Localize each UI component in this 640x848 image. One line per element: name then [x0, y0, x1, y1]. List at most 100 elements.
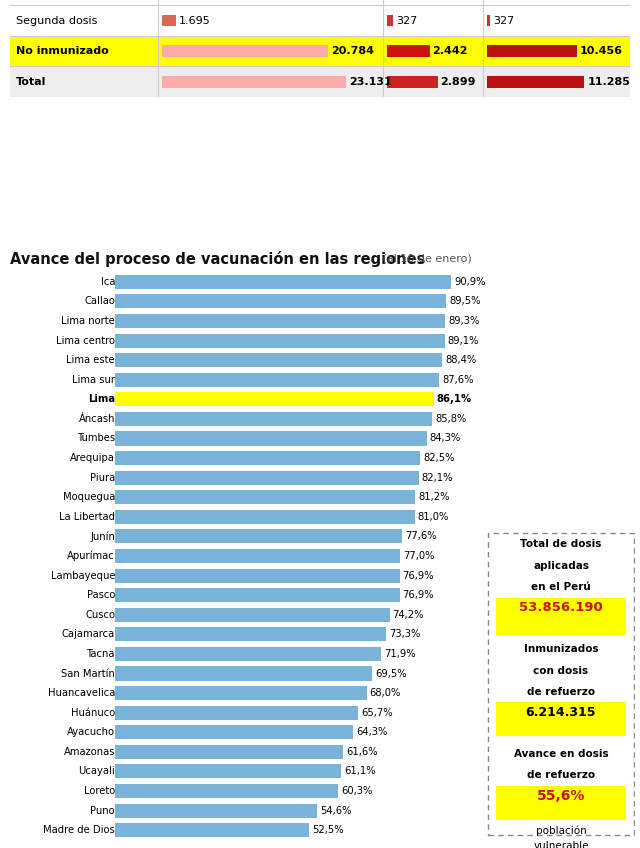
Text: 89,3%: 89,3%	[449, 316, 480, 326]
Text: 68,0%: 68,0%	[369, 688, 401, 698]
Text: 76,9%: 76,9%	[403, 590, 434, 600]
Text: Lima centro: Lima centro	[56, 336, 115, 345]
Text: Piura: Piura	[90, 472, 115, 483]
Bar	[496, 785, 626, 819]
Bar	[115, 393, 433, 406]
Text: Impacto de vacunación en el país entre febrero
2021 y enero 2022: Impacto de vacunación en el país entre f…	[10, 8, 511, 51]
Bar	[10, 36, 630, 66]
Bar	[115, 628, 386, 641]
Text: 11.285: 11.285	[588, 76, 630, 86]
Text: 1.695: 1.695	[179, 15, 211, 25]
Bar	[115, 471, 419, 485]
Text: 90,9%: 90,9%	[454, 276, 486, 287]
Text: 327: 327	[396, 15, 417, 25]
Text: Tumbes: Tumbes	[77, 433, 115, 444]
Text: Madre de Dios: Madre de Dios	[44, 825, 115, 835]
Text: San Martín: San Martín	[61, 668, 115, 678]
Text: 82,1%: 82,1%	[422, 472, 453, 483]
Bar	[10, 66, 630, 97]
Text: Lima: Lima	[88, 394, 115, 404]
Text: Pasco: Pasco	[86, 590, 115, 600]
Bar	[115, 314, 445, 328]
Bar	[115, 745, 343, 759]
Bar	[115, 784, 338, 798]
Bar	[496, 702, 626, 736]
Bar	[10, 0, 630, 5]
Text: Callao: Callao	[84, 297, 115, 306]
Text: Avance del proceso de vacunación en las regiones: Avance del proceso de vacunación en las …	[10, 251, 426, 267]
Bar	[162, 75, 346, 87]
Text: 61,6%: 61,6%	[346, 747, 378, 757]
Text: No inmunizado: No inmunizado	[16, 46, 109, 56]
Text: Inmunizados: Inmunizados	[524, 644, 598, 654]
Text: Ucayali: Ucayali	[78, 767, 115, 777]
Text: Puno: Puno	[90, 806, 115, 816]
Text: 87,6%: 87,6%	[442, 375, 474, 385]
Text: Avance en dosis: Avance en dosis	[514, 749, 608, 759]
Text: en el Perú: en el Perú	[531, 583, 591, 593]
Bar	[115, 764, 341, 778]
Text: 53.856.190: 53.856.190	[519, 601, 603, 614]
Text: de refuerzo: de refuerzo	[527, 770, 595, 780]
Text: 89,5%: 89,5%	[449, 297, 481, 306]
Text: Amazonas: Amazonas	[63, 747, 115, 757]
Bar	[10, 5, 630, 36]
Bar	[115, 647, 381, 661]
Bar	[115, 412, 433, 426]
Bar	[115, 529, 402, 544]
Text: Total de dosis: Total de dosis	[520, 539, 602, 550]
Bar	[115, 432, 427, 445]
Text: 81,2%: 81,2%	[419, 492, 450, 502]
Text: Áncash: Áncash	[79, 414, 115, 424]
Text: Huánuco: Huánuco	[71, 708, 115, 717]
Text: 69,5%: 69,5%	[375, 668, 407, 678]
Text: 10.456: 10.456	[580, 46, 623, 56]
Bar	[162, 45, 328, 57]
Text: Moquegua: Moquegua	[63, 492, 115, 502]
Bar	[115, 706, 358, 720]
Bar	[115, 353, 442, 367]
Text: 23.131: 23.131	[349, 76, 392, 86]
Text: 327: 327	[493, 15, 514, 25]
Bar	[115, 823, 309, 837]
Text: 2.899: 2.899	[440, 76, 476, 86]
Text: 2.442: 2.442	[433, 46, 468, 56]
Text: Ayacucho: Ayacucho	[67, 728, 115, 737]
Bar	[496, 598, 626, 634]
Text: 55,6%: 55,6%	[537, 789, 585, 803]
Bar	[115, 667, 372, 681]
Bar	[487, 75, 584, 87]
Bar	[115, 686, 367, 700]
Bar	[115, 510, 415, 524]
Text: Apurímac: Apurímac	[67, 550, 115, 561]
Text: Lima este: Lima este	[67, 355, 115, 365]
Text: 85,8%: 85,8%	[435, 414, 467, 424]
Text: de refuerzo: de refuerzo	[527, 687, 595, 697]
Text: 77,0%: 77,0%	[403, 551, 435, 561]
Text: La Libertad: La Libertad	[59, 512, 115, 522]
Text: Lambayeque: Lambayeque	[51, 571, 115, 581]
Text: 89,1%: 89,1%	[447, 336, 479, 345]
Bar	[487, 45, 577, 57]
Text: 60,3%: 60,3%	[341, 786, 372, 796]
Text: 71,9%: 71,9%	[384, 649, 415, 659]
Text: 86,1%: 86,1%	[436, 394, 472, 404]
Bar	[115, 451, 420, 465]
Bar	[115, 294, 446, 309]
Bar	[115, 490, 415, 505]
Text: 88,4%: 88,4%	[445, 355, 476, 365]
Bar	[387, 75, 438, 87]
Text: 84,3%: 84,3%	[430, 433, 461, 444]
Text: Total: Total	[16, 76, 46, 86]
FancyBboxPatch shape	[488, 533, 634, 835]
Text: con dosis: con dosis	[533, 666, 589, 676]
Text: Tacna: Tacna	[86, 649, 115, 659]
Text: 20.784: 20.784	[331, 46, 374, 56]
Bar	[115, 568, 399, 583]
Text: Cusco: Cusco	[85, 610, 115, 620]
Text: Lima sur: Lima sur	[72, 375, 115, 385]
Bar	[115, 589, 399, 602]
Text: 64,3%: 64,3%	[356, 728, 387, 737]
Bar	[162, 14, 175, 26]
Text: población: población	[536, 826, 586, 836]
